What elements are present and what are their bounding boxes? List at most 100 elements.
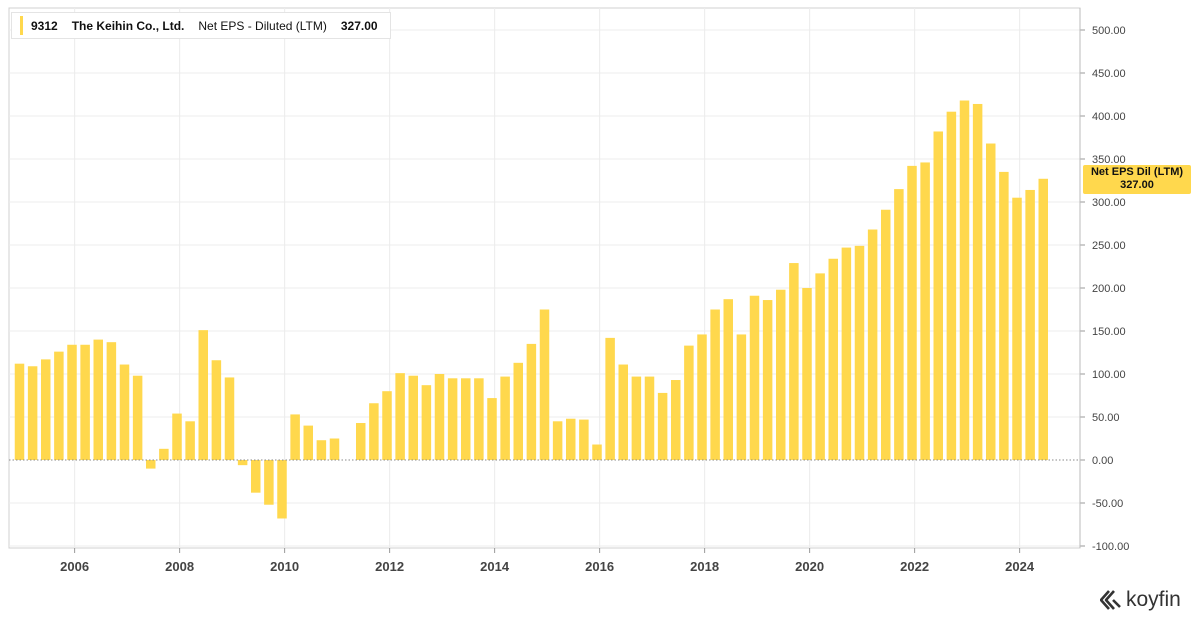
brand-name: koyfin xyxy=(1126,588,1181,611)
x-tick-label: 2008 xyxy=(165,559,194,574)
eps-bar xyxy=(395,373,405,460)
eps-bar xyxy=(657,392,668,460)
eps-bar xyxy=(474,378,484,460)
bar-series xyxy=(14,100,1048,519)
eps-bar xyxy=(487,398,497,460)
eps-bar xyxy=(159,448,169,460)
eps-bar xyxy=(461,378,471,460)
eps-bar xyxy=(552,421,563,460)
eps-bar xyxy=(526,343,537,460)
eps-bar xyxy=(1012,197,1022,460)
legend-company-name: The Keihin Co., Ltd. xyxy=(71,18,185,33)
legend-swatch xyxy=(20,16,23,35)
grid-lines xyxy=(8,7,1081,549)
koyfin-logo-icon xyxy=(1100,590,1121,610)
eps-bar xyxy=(671,380,681,460)
eps-bar xyxy=(907,165,917,460)
eps-bar xyxy=(854,245,865,460)
y-tick-label: 500.00 xyxy=(1092,25,1126,37)
x-tick-label: 2012 xyxy=(375,559,404,574)
eps-bar xyxy=(723,299,733,460)
eps-bar xyxy=(54,351,64,460)
eps-bar xyxy=(303,425,313,460)
eps-bar xyxy=(881,209,891,460)
eps-bar xyxy=(894,189,904,460)
series-legend[interactable]: 9312 The Keihin Co., Ltd. Net EPS - Dilu… xyxy=(11,12,391,39)
eps-bar xyxy=(972,103,983,461)
eps-bar xyxy=(264,460,274,505)
y-tick-label: 200.00 xyxy=(1092,283,1126,295)
y-tick-label: 400.00 xyxy=(1092,111,1126,123)
eps-bar xyxy=(198,330,208,460)
eps-bar xyxy=(749,295,760,460)
eps-bar xyxy=(867,229,878,460)
y-tick-label: -100.00 xyxy=(1092,541,1129,553)
eps-bar xyxy=(146,460,156,469)
eps-bar xyxy=(251,460,261,493)
eps-bar xyxy=(27,366,38,460)
legend-ticker: 9312 xyxy=(31,18,58,33)
eps-bar xyxy=(237,460,248,466)
eps-bar xyxy=(211,360,222,460)
eps-bar xyxy=(710,309,720,460)
eps-bar xyxy=(421,385,432,460)
eps-bar xyxy=(933,131,943,461)
eps-bar xyxy=(1038,178,1048,460)
y-tick-label: 450.00 xyxy=(1092,68,1126,80)
eps-bar xyxy=(1025,189,1035,460)
last-value-tag-value: 327.00 xyxy=(1120,179,1154,191)
x-tick-label: 2018 xyxy=(690,559,719,574)
eps-bar xyxy=(14,363,25,460)
eps-bar xyxy=(579,419,589,460)
y-tick-label: 300.00 xyxy=(1092,197,1126,209)
eps-bar xyxy=(224,377,235,460)
legend-last-value: 327.00 xyxy=(340,18,378,33)
eps-bar xyxy=(67,344,77,460)
eps-bar xyxy=(920,162,930,460)
eps-bar xyxy=(93,339,103,460)
eps-bar xyxy=(316,440,327,460)
x-tick-label: 2024 xyxy=(1005,559,1035,574)
eps-bar xyxy=(762,300,773,460)
eps-bar xyxy=(828,258,838,460)
eps-bar xyxy=(986,143,996,460)
y-tick-label: 0.00 xyxy=(1092,455,1113,467)
eps-bar xyxy=(946,111,957,460)
eps-bar xyxy=(959,100,970,461)
eps-bar xyxy=(119,364,130,460)
eps-bar xyxy=(185,421,195,460)
eps-bar xyxy=(106,342,117,460)
eps-bar xyxy=(789,263,799,460)
eps-bar xyxy=(369,403,379,460)
y-tick-label: 50.00 xyxy=(1092,412,1120,424)
x-tick-label: 2020 xyxy=(795,559,824,574)
legend-metric-name: Net EPS - Diluted (LTM) xyxy=(198,18,327,33)
eps-bar xyxy=(644,376,655,460)
last-value-tag-label: Net EPS Dil (LTM) xyxy=(1090,166,1184,178)
eps-bar xyxy=(80,344,90,460)
eps-bar xyxy=(356,423,366,460)
eps-bar xyxy=(290,414,300,460)
eps-bar xyxy=(736,334,747,460)
eps-bar xyxy=(447,378,458,460)
brand-logo: koyfin xyxy=(1100,588,1181,612)
plot-frame xyxy=(8,7,1081,549)
y-tick-label: 100.00 xyxy=(1092,369,1126,381)
y-tick-label: 250.00 xyxy=(1092,240,1126,252)
eps-bar xyxy=(408,375,418,460)
axes: 500.00 450.00 400.00 350.00 300.00 250.00 200.… xyxy=(9,8,1129,574)
last-value-tag: Net EPS Dil (LTM) 327.00 xyxy=(1083,165,1191,194)
eps-bar xyxy=(802,288,812,460)
eps-bar xyxy=(605,337,615,460)
x-tick-label: 2016 xyxy=(585,559,614,574)
eps-bar xyxy=(684,345,694,460)
eps-bar xyxy=(41,359,51,460)
eps-bar xyxy=(815,273,825,460)
eps-bar xyxy=(631,376,642,460)
eps-bar xyxy=(132,375,143,460)
eps-bar xyxy=(500,376,510,460)
eps-bar xyxy=(434,374,445,460)
x-tick-label: 2006 xyxy=(60,559,89,574)
eps-bar xyxy=(566,418,576,460)
